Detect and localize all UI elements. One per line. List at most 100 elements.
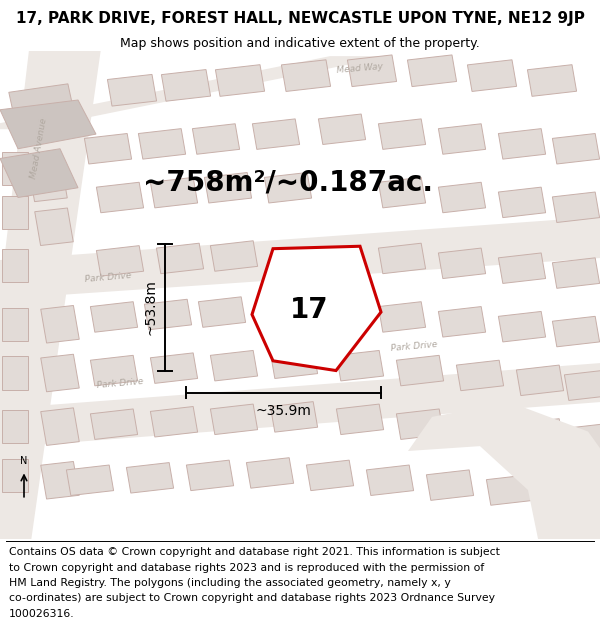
Text: Mead Avenue: Mead Avenue [29, 118, 49, 180]
Text: 17, PARK DRIVE, FOREST HALL, NEWCASTLE UPON TYNE, NE12 9JP: 17, PARK DRIVE, FOREST HALL, NEWCASTLE U… [16, 11, 584, 26]
Polygon shape [151, 177, 197, 208]
Polygon shape [0, 41, 102, 549]
Polygon shape [187, 460, 233, 491]
Polygon shape [2, 152, 28, 185]
Polygon shape [527, 64, 577, 96]
Polygon shape [457, 414, 503, 444]
Polygon shape [271, 348, 317, 379]
Polygon shape [199, 297, 245, 328]
Polygon shape [253, 119, 299, 149]
Polygon shape [2, 356, 28, 389]
Polygon shape [553, 134, 599, 164]
Text: HM Land Registry. The polygons (including the associated geometry, namely x, y: HM Land Registry. The polygons (includin… [9, 578, 451, 588]
Polygon shape [0, 149, 78, 198]
Polygon shape [553, 258, 599, 288]
Polygon shape [41, 408, 79, 446]
Polygon shape [2, 249, 28, 282]
Polygon shape [29, 164, 67, 202]
Text: 100026316.: 100026316. [9, 609, 74, 619]
Polygon shape [553, 192, 599, 222]
Polygon shape [499, 253, 545, 283]
Polygon shape [97, 246, 143, 276]
Polygon shape [252, 246, 381, 371]
Polygon shape [499, 311, 545, 342]
Polygon shape [161, 69, 211, 101]
Polygon shape [127, 462, 173, 493]
Polygon shape [379, 243, 425, 274]
Polygon shape [439, 124, 485, 154]
Polygon shape [205, 173, 251, 203]
Polygon shape [91, 409, 137, 439]
Polygon shape [151, 353, 197, 383]
Polygon shape [439, 182, 485, 213]
Polygon shape [265, 173, 311, 203]
Text: Park Drive: Park Drive [96, 378, 143, 390]
Polygon shape [145, 299, 191, 330]
Polygon shape [271, 402, 317, 432]
Polygon shape [0, 361, 600, 449]
Polygon shape [41, 354, 79, 392]
Text: Mead Way: Mead Way [336, 62, 383, 75]
Polygon shape [211, 404, 257, 434]
Polygon shape [85, 134, 131, 164]
Text: Contains OS data © Crown copyright and database right 2021. This information is : Contains OS data © Crown copyright and d… [9, 548, 500, 558]
Polygon shape [499, 129, 545, 159]
Text: to Crown copyright and database rights 2023 and is reproduced with the permissio: to Crown copyright and database rights 2… [9, 562, 484, 572]
Polygon shape [487, 475, 533, 505]
Polygon shape [35, 208, 73, 246]
Polygon shape [565, 370, 600, 401]
Polygon shape [2, 308, 28, 341]
Polygon shape [67, 465, 113, 496]
Text: ~35.9m: ~35.9m [256, 404, 311, 418]
Polygon shape [139, 129, 185, 159]
Polygon shape [2, 410, 28, 443]
Polygon shape [211, 241, 257, 271]
Polygon shape [397, 356, 443, 386]
Polygon shape [157, 243, 203, 274]
Polygon shape [215, 64, 265, 96]
Polygon shape [193, 124, 239, 154]
Text: N: N [20, 456, 28, 466]
Text: ~758m²/~0.187ac.: ~758m²/~0.187ac. [143, 169, 433, 197]
Polygon shape [337, 404, 383, 434]
Polygon shape [439, 248, 485, 279]
Polygon shape [457, 360, 503, 391]
Polygon shape [247, 458, 293, 488]
Polygon shape [91, 302, 137, 332]
Polygon shape [319, 114, 365, 144]
Polygon shape [467, 60, 517, 91]
Polygon shape [553, 316, 599, 347]
Polygon shape [211, 351, 257, 381]
Polygon shape [517, 419, 563, 449]
Polygon shape [367, 465, 413, 496]
Polygon shape [337, 351, 383, 381]
Polygon shape [541, 479, 587, 510]
Polygon shape [439, 307, 485, 337]
Text: ~53.8m: ~53.8m [143, 279, 157, 335]
Polygon shape [107, 74, 157, 106]
Polygon shape [565, 424, 600, 454]
Polygon shape [517, 365, 563, 396]
Polygon shape [2, 459, 28, 492]
Text: Park Drive: Park Drive [84, 271, 131, 284]
Polygon shape [41, 461, 79, 499]
Text: co-ordinates) are subject to Crown copyright and database rights 2023 Ordnance S: co-ordinates) are subject to Crown copyr… [9, 593, 495, 603]
Polygon shape [2, 196, 28, 229]
Polygon shape [281, 60, 331, 91]
Polygon shape [151, 406, 197, 437]
Polygon shape [379, 119, 425, 149]
Text: Park Drive: Park Drive [390, 339, 437, 352]
Polygon shape [379, 177, 425, 208]
Polygon shape [427, 470, 473, 501]
Text: Map shows position and indicative extent of the property.: Map shows position and indicative extent… [120, 37, 480, 50]
Text: 17: 17 [290, 296, 328, 324]
Polygon shape [347, 55, 397, 87]
Polygon shape [407, 55, 457, 87]
Polygon shape [499, 187, 545, 218]
Polygon shape [9, 84, 75, 126]
Polygon shape [41, 306, 79, 343]
Polygon shape [307, 460, 353, 491]
Polygon shape [97, 182, 143, 213]
Polygon shape [91, 356, 137, 386]
Polygon shape [379, 302, 425, 332]
